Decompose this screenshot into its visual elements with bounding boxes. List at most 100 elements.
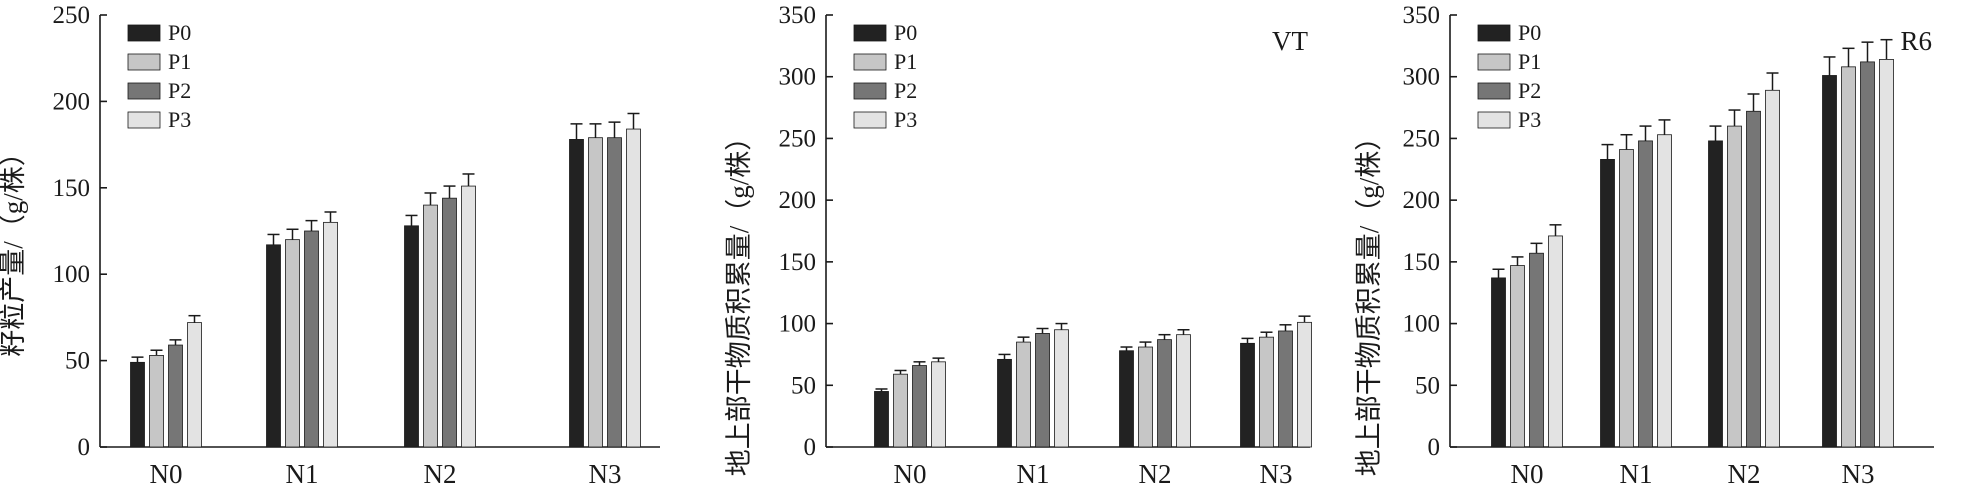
panel-stage-tag: R6 (1900, 26, 1932, 56)
chart-panel-1: 0 50 100 150 200 250 籽粒产量/（g/株） N0 N1 N2 N3 P0 P1 P2 P… (0, 2, 660, 489)
bar-P1-N0 (893, 373, 908, 448)
legend-label-P3: P3 (894, 107, 917, 132)
bar-P0-N1 (1600, 159, 1615, 448)
legend-label-P3: P3 (168, 107, 191, 132)
bar-P2-N1 (1035, 333, 1050, 448)
legend-label-P0: P0 (1518, 20, 1541, 45)
bar-P1-N1 (285, 239, 300, 448)
x-category-label: N2 (1139, 459, 1172, 489)
legend-swatch-P1 (853, 53, 887, 71)
bar-P3-N1 (1054, 329, 1069, 448)
y-axis-title: 地上部干物质积累量/（g/株） (724, 124, 754, 477)
y-tick-label: 0 (804, 434, 817, 461)
y-tick-label: 250 (779, 125, 817, 152)
legend-swatch-P3 (853, 111, 887, 129)
legend-swatch-P2 (853, 82, 887, 100)
bar-P0-N1 (266, 244, 281, 448)
legend-label-P2: P2 (894, 78, 917, 103)
bar-P3-N1 (323, 221, 338, 448)
y-tick-label: 200 (53, 88, 91, 115)
y-tick-label: 150 (779, 249, 817, 276)
bar-P3-N2 (461, 185, 476, 448)
bar-P2-N0 (168, 344, 183, 448)
bar-P1-N3 (588, 137, 603, 448)
bar-P0-N0 (1491, 277, 1506, 448)
legend-label-P2: P2 (168, 78, 191, 103)
legend-label-P1: P1 (1518, 49, 1541, 74)
legend-swatch-P3 (127, 111, 161, 129)
bar-P2-N1 (304, 230, 319, 448)
legend-swatch-P0 (853, 24, 887, 42)
y-axis-title: 籽粒产量/（g/株） (0, 139, 28, 357)
bar-P0-N3 (1822, 75, 1837, 448)
bar-P3-N3 (1879, 59, 1894, 448)
x-category-label: N0 (150, 459, 183, 489)
bar-P3-N0 (931, 361, 946, 448)
legend-swatch-P1 (127, 53, 161, 71)
legend-label-P0: P0 (894, 20, 917, 45)
legend-label-P3: P3 (1518, 107, 1541, 132)
bar-P3-N0 (187, 322, 202, 448)
legend-label-P0: P0 (168, 20, 191, 45)
y-tick-label: 200 (1403, 187, 1441, 214)
legend-swatch-P3 (1477, 111, 1511, 129)
y-tick-label: 350 (779, 2, 817, 29)
legend-label-P1: P1 (168, 49, 191, 74)
bar-P1-N2 (423, 204, 438, 448)
bar-P1-N2 (1727, 125, 1742, 448)
bar-P0-N2 (404, 225, 419, 448)
y-tick-label: 350 (1403, 2, 1441, 29)
y-tick-label: 100 (1403, 311, 1441, 338)
bar-P2-N2 (1746, 110, 1761, 448)
x-category-label: N1 (1620, 459, 1653, 489)
bar-P2-N3 (607, 137, 622, 448)
y-tick-label: 100 (53, 261, 91, 288)
legend-swatch-P1 (1477, 53, 1511, 71)
bar-P2-N3 (1278, 330, 1293, 448)
bar-P0-N2 (1119, 350, 1134, 448)
bar-P0-N0 (130, 361, 145, 448)
x-category-label: N1 (286, 459, 319, 489)
legend-label-P2: P2 (1518, 78, 1541, 103)
x-category-label: N2 (424, 459, 457, 489)
y-tick-label: 300 (1403, 64, 1441, 91)
bar-P1-N1 (1016, 341, 1031, 448)
bar-P1-N0 (1510, 265, 1525, 448)
x-category-label: N0 (894, 459, 927, 489)
y-tick-label: 250 (53, 2, 91, 29)
legend-swatch-P0 (127, 24, 161, 42)
bar-P0-N2 (1708, 140, 1723, 448)
bar-P1-N3 (1841, 66, 1856, 448)
x-category-label: N3 (1842, 459, 1875, 489)
bar-P2-N2 (442, 197, 457, 448)
y-tick-label: 150 (53, 175, 91, 202)
y-axis-title: 地上部干物质积累量/（g/株） (1354, 124, 1384, 477)
legend-swatch-P2 (1477, 82, 1511, 100)
bar-P3-N2 (1765, 89, 1780, 448)
x-category-label: N0 (1511, 459, 1544, 489)
y-tick-label: 150 (1403, 249, 1441, 276)
x-category-label: N3 (589, 459, 622, 489)
bar-P1-N3 (1259, 336, 1274, 448)
x-category-label: N2 (1728, 459, 1761, 489)
bar-P0-N1 (997, 358, 1012, 448)
y-tick-label: 0 (1428, 434, 1441, 461)
x-category-label: N1 (1017, 459, 1050, 489)
y-tick-label: 50 (791, 372, 816, 399)
bar-P3-N3 (1297, 321, 1312, 448)
bar-P3-N1 (1657, 134, 1672, 448)
bar-P0-N0 (874, 391, 889, 448)
bar-P3-N2 (1176, 334, 1191, 448)
bar-P3-N0 (1548, 235, 1563, 448)
bar-P2-N0 (912, 365, 927, 448)
panel-stage-tag: VT (1272, 26, 1308, 56)
bar-P1-N1 (1619, 149, 1634, 448)
y-tick-label: 300 (779, 64, 817, 91)
y-tick-label: 50 (65, 348, 90, 375)
legend-swatch-P2 (127, 82, 161, 100)
bar-P2-N2 (1157, 339, 1172, 448)
bar-P1-N0 (149, 355, 164, 448)
y-tick-label: 200 (779, 187, 817, 214)
y-tick-label: 250 (1403, 125, 1441, 152)
